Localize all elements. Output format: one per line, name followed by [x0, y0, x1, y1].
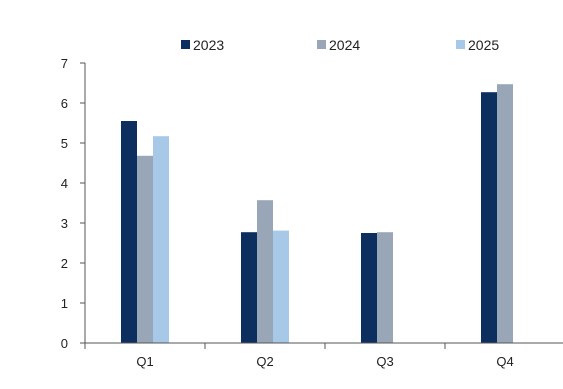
- legend-swatch-2023: [181, 40, 190, 49]
- bar-2025-q1: [153, 136, 169, 343]
- x-tick-label-q4: Q4: [496, 354, 513, 369]
- bar-2024-q3: [377, 232, 393, 343]
- y-tick-label: 1: [61, 296, 68, 311]
- y-tick-label: 7: [61, 56, 68, 71]
- bar-2024-q2: [257, 200, 273, 343]
- y-tick-label: 3: [61, 216, 68, 231]
- x-tick-label-q1: Q1: [136, 354, 153, 369]
- legend-item-2024: 2024: [317, 37, 360, 53]
- bar-2023-q2: [241, 232, 257, 343]
- legend-item-2025: 2025: [456, 37, 499, 53]
- bar-2023-q1: [121, 121, 137, 343]
- bar-2024-q4: [497, 84, 513, 343]
- legend-label-2025: 2025: [468, 37, 499, 53]
- y-tick-label: 5: [61, 136, 68, 151]
- y-tick-label: 6: [61, 96, 68, 111]
- bar-2023-q3: [361, 233, 377, 343]
- x-tick-label-q2: Q2: [256, 354, 273, 369]
- bar-2025-q2: [273, 230, 289, 343]
- x-tick-label-q3: Q3: [376, 354, 393, 369]
- plot-area: 0 1 2 3 4 5 6 7 Q1 Q2 Q3 Q4: [61, 56, 563, 369]
- y-tick-label: 0: [61, 336, 68, 351]
- y-tick-label: 4: [61, 176, 68, 191]
- legend-swatch-2024: [317, 40, 326, 49]
- y-tick-label: 2: [61, 256, 68, 271]
- bar-2024-q1: [137, 155, 153, 343]
- legend-label-2024: 2024: [329, 37, 360, 53]
- legend-item-2023: 2023: [181, 37, 224, 53]
- legend-label-2023: 2023: [193, 37, 224, 53]
- bar-2023-q4: [481, 92, 497, 343]
- legend-swatch-2025: [456, 40, 465, 49]
- legend: 2023 2024 2025: [181, 37, 499, 53]
